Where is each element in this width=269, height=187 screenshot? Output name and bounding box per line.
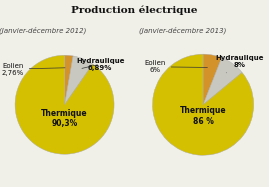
Text: Eolien
6%: Eolien 6% — [144, 60, 207, 73]
Wedge shape — [203, 58, 242, 105]
Text: Production électrique: Production électrique — [71, 6, 198, 15]
Text: Hydraulique
6,89%: Hydraulique 6,89% — [76, 58, 125, 71]
Wedge shape — [15, 55, 114, 154]
Text: Hydraulique
8%: Hydraulique 8% — [215, 55, 264, 73]
Wedge shape — [153, 54, 254, 155]
Text: Thermique
86 %: Thermique 86 % — [180, 106, 226, 125]
Wedge shape — [65, 56, 93, 105]
Wedge shape — [65, 55, 73, 105]
Text: (Janvier-décembre 2012): (Janvier-décembre 2012) — [0, 26, 87, 34]
Wedge shape — [203, 54, 222, 105]
Text: Eolien
2,76%: Eolien 2,76% — [1, 63, 65, 76]
Text: (Janvier-décembre 2013): (Janvier-décembre 2013) — [139, 26, 226, 34]
Text: Thermique
90,3%: Thermique 90,3% — [41, 109, 88, 128]
